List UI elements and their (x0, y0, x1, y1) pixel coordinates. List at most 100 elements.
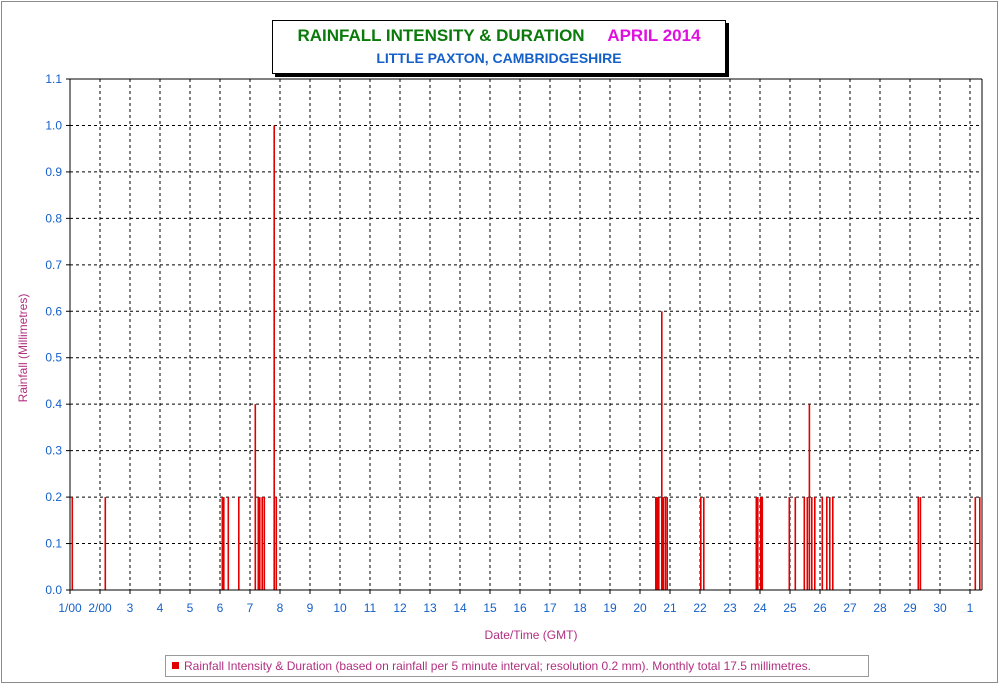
rain-bar (656, 497, 659, 590)
rain-bar (700, 497, 702, 590)
chart-title: RAINFALL INTENSITY & DURATION (297, 26, 585, 45)
chart-month: APRIL 2014 (607, 26, 701, 45)
y-tick-label: 0.7 (45, 258, 62, 272)
rain-bar (755, 497, 758, 590)
x-tick-label: 14 (453, 601, 467, 615)
x-tick-label: 30 (933, 601, 947, 615)
y-tick-label: 1.1 (45, 72, 62, 86)
x-tick-label: 12 (393, 601, 407, 615)
rain-bar (223, 497, 225, 590)
rain-bar (794, 497, 797, 590)
x-tick-label: 3 (127, 601, 134, 615)
chart-subtitle: LITTLE PAXTON, CAMBRIDGESHIRE (376, 50, 622, 66)
x-tick-label: 29 (903, 601, 917, 615)
y-tick-label: 0.4 (45, 397, 62, 411)
x-tick-labels: 1/00 2/00 3 4 5 6 7 8 9 10 11 12 13 14 15 16 17 18 19 20 21 2… (58, 590, 974, 615)
x-tick-label: 24 (753, 601, 767, 615)
rain-bar (821, 497, 824, 590)
x-tick-label: 26 (813, 601, 827, 615)
x-tick-label: 4 (157, 601, 164, 615)
rain-bar (974, 497, 977, 590)
rain-bar (227, 497, 230, 590)
y-tick-label: 0.3 (45, 444, 62, 458)
rain-bar (814, 497, 816, 590)
x-tick-label: 2/00 (88, 601, 112, 615)
y-tick-label: 1.0 (45, 118, 62, 132)
rain-bar (832, 497, 834, 590)
x-tick-label: 9 (307, 601, 314, 615)
x-tick-label: 6 (217, 601, 224, 615)
legend-text: Rainfall Intensity & Duration (based on … (184, 659, 811, 673)
x-tick-label: 25 (783, 601, 797, 615)
x-tick-label: 7 (247, 601, 254, 615)
x-tick-label: 18 (573, 601, 587, 615)
rain-bar (257, 497, 260, 590)
rain-bar (259, 497, 261, 590)
rain-bar (917, 497, 920, 590)
y-tick-label: 0.0 (45, 583, 62, 597)
y-tick-label: 0.1 (45, 537, 62, 551)
y-tick-label: 0.5 (45, 351, 62, 365)
rain-bar (666, 497, 668, 590)
rain-bar (238, 497, 240, 590)
x-tick-label: 20 (633, 601, 647, 615)
rain-bar (808, 404, 811, 590)
y-tick-label: 0.2 (45, 490, 62, 504)
x-tick-label: 23 (723, 601, 737, 615)
rain-bar (658, 497, 660, 590)
rain-bar (826, 497, 828, 590)
rain-bar (662, 497, 665, 590)
rain-bar (661, 311, 663, 590)
y-tick-label: 0.9 (45, 165, 62, 179)
rain-bar (664, 497, 667, 590)
x-tick-label: 28 (873, 601, 887, 615)
rain-bar (221, 497, 224, 590)
x-tick-label: 22 (693, 601, 707, 615)
x-tick-label: 1/00 (58, 601, 82, 615)
rain-bar (275, 497, 278, 590)
x-axis-label: Date/Time (GMT) (485, 628, 578, 642)
rain-bar (655, 497, 657, 590)
rain-bar (803, 497, 806, 590)
x-tick-label: 17 (543, 601, 557, 615)
rain-bar (261, 497, 263, 590)
axes (69, 78, 983, 591)
rain-bar (760, 497, 762, 590)
y-tick-label: 0.8 (45, 211, 62, 225)
rain-bar (703, 497, 705, 590)
x-tick-label: 11 (364, 601, 377, 615)
rain-bar (104, 497, 107, 590)
rain-bar (919, 497, 922, 590)
rain-bar (757, 497, 759, 590)
rain-bar (254, 404, 257, 590)
x-tick-label: 19 (603, 601, 617, 615)
rain-bar (829, 497, 831, 590)
x-tick-label: 21 (663, 601, 677, 615)
x-tick-label: 16 (513, 601, 527, 615)
x-tick-label: 1 (967, 601, 974, 615)
y-axis-label: Rainfall (Millimetres) (16, 294, 30, 403)
x-tick-label: 10 (333, 601, 347, 615)
x-tick-label: 8 (277, 601, 284, 615)
y-tick-label: 0.6 (45, 304, 62, 318)
rain-bar (788, 497, 791, 590)
x-tick-label: 15 (483, 601, 497, 615)
x-tick-label: 27 (843, 601, 857, 615)
rain-bar (273, 125, 275, 591)
rain-bar (806, 497, 809, 590)
x-tick-label: 5 (187, 601, 194, 615)
rain-bar (71, 497, 74, 590)
chart-title-box: RAINFALL INTENSITY & DURATION APRIL 2014… (272, 20, 726, 74)
rain-bar (761, 497, 764, 590)
grid-lines (70, 78, 982, 590)
rainfall-bars (71, 125, 981, 591)
rain-bar (263, 497, 266, 590)
x-tick-label: 13 (423, 601, 437, 615)
rain-bar (979, 497, 981, 590)
legend: Rainfall Intensity & Duration (based on … (165, 655, 869, 677)
y-tick-labels: 0.0 0.1 0.2 0.3 0.4 0.5 0.6 0.7 0.8 0.9 1.0 1.1 (45, 72, 70, 597)
rain-bar (811, 497, 813, 590)
legend-swatch (172, 662, 179, 670)
